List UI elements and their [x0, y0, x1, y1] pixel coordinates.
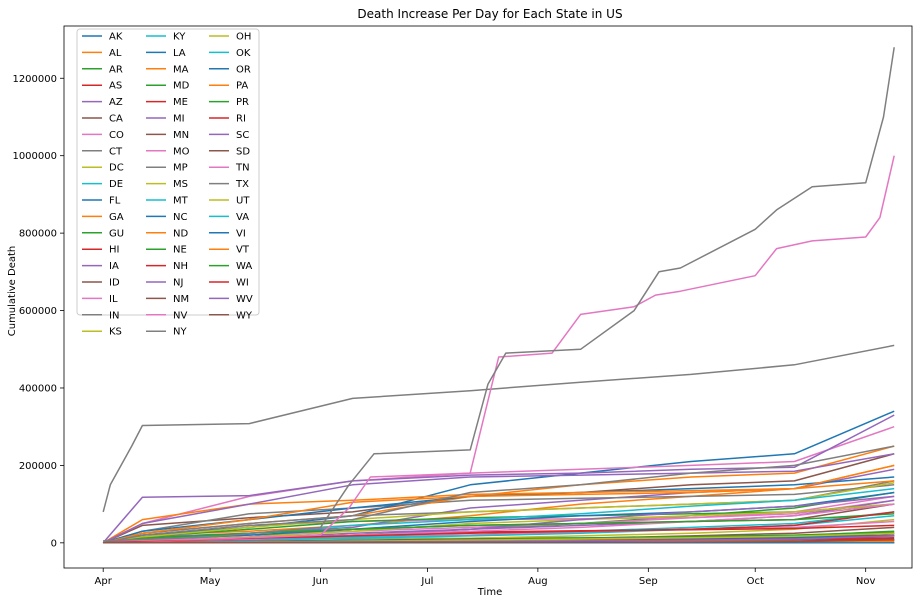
plot-lines: [102, 47, 895, 544]
legend-entry-pr: PR: [236, 97, 249, 108]
legend-entry-sd: SD: [236, 146, 250, 157]
series-line-wa: [103, 513, 895, 544]
legend-entry-ma: MA: [173, 64, 189, 75]
axes-frame: [63, 25, 913, 569]
legend-entry-vt: VT: [236, 245, 250, 256]
chart-title: Death Increase Per Day for Each State in…: [357, 7, 622, 21]
legend-entry-nc: NC: [173, 212, 187, 223]
legend-entry-ak: AK: [109, 32, 123, 43]
legend-entry-hi: HI: [109, 245, 119, 256]
legend-entry-de: DE: [109, 179, 123, 190]
legend-entry-ri: RI: [236, 114, 246, 125]
legend-entry-tn: TN: [235, 163, 250, 174]
plot-frame: [63, 25, 913, 569]
legend-entry-wy: WY: [236, 310, 253, 321]
legend-entry-mo: MO: [173, 146, 190, 157]
legend-entry-il: IL: [109, 294, 118, 305]
legend-entry-ky: KY: [173, 32, 186, 43]
legend-entry-ne: NE: [173, 245, 187, 256]
legend-entry-fl: FL: [109, 196, 121, 207]
legend: AK AL AR AS AZ CA CO CT DC DE FL GA GU HI IA ID IL IN KS KY…: [76, 28, 260, 338]
legend-entry-co: CO: [109, 130, 124, 141]
legend-entry-in: IN: [109, 310, 119, 321]
legend-entry-az: AZ: [109, 97, 123, 108]
legend-entry-nv: NV: [173, 310, 187, 321]
series-line-wy: [103, 538, 895, 544]
legend-entry-ia: IA: [109, 261, 119, 272]
x-tick-label: Jun: [312, 576, 329, 587]
legend-entry-ga: GA: [109, 212, 124, 223]
legend-entry-ca: CA: [109, 114, 123, 125]
legend-entry-ar: AR: [109, 64, 123, 75]
series-line-nj: [102, 453, 895, 544]
legend-entry-as: AS: [109, 81, 122, 92]
legend-entry-vi: VI: [236, 228, 246, 239]
legend-entry-ok: OK: [236, 48, 251, 59]
legend-entry-ks: KS: [109, 327, 122, 338]
legend-entry-ms: MS: [173, 179, 188, 190]
y-tick-label: 1000000: [12, 151, 57, 162]
legend-entry-or: OR: [236, 64, 251, 75]
legend-entry-wv: WV: [236, 294, 253, 305]
y-axis-ticks: 0 200000 400000 600000 800000 1000000 1200000: [12, 74, 64, 549]
legend-entry-md: MD: [173, 81, 190, 92]
legend-entry-gu: GU: [109, 228, 124, 239]
x-tick-label: May: [200, 576, 221, 587]
x-tick-label: Oct: [747, 576, 764, 587]
legend-entry-al: AL: [109, 48, 122, 59]
y-tick-label: 800000: [19, 229, 57, 240]
y-axis-label: Cumulative Death: [7, 246, 18, 337]
legend-entry-nm: NM: [173, 294, 189, 305]
legend-entry-sc: SC: [236, 130, 249, 141]
legend-entry-ut: UT: [236, 196, 250, 207]
y-tick-label: 1200000: [12, 74, 57, 85]
y-tick-label: 600000: [19, 306, 57, 317]
legend-entry-me: ME: [173, 97, 188, 108]
legend-entry-pa: PA: [236, 81, 248, 92]
legend-entry-id: ID: [109, 278, 120, 289]
legend-entry-la: LA: [173, 48, 186, 59]
legend-entry-nj: NJ: [173, 278, 183, 289]
legend-entry-wi: WI: [236, 278, 249, 289]
x-axis-label: Time: [477, 587, 502, 598]
x-tick-label: Apr: [95, 576, 113, 587]
series-line-zz1: [103, 155, 895, 542]
series-line-ny: [102, 344, 895, 513]
legend-entry-mi: MI: [173, 114, 185, 125]
y-tick-label: 400000: [19, 383, 57, 394]
legend-entry-va: VA: [236, 212, 249, 223]
x-tick-label: Aug: [528, 576, 548, 587]
legend-entry-ct: CT: [109, 146, 123, 157]
x-tick-label: Nov: [856, 576, 876, 587]
legend-entry-mn: MN: [173, 130, 189, 141]
y-tick-label: 0: [51, 538, 57, 549]
legend-entry-oh: OH: [236, 32, 251, 43]
x-tick-label: Jul: [420, 576, 433, 587]
legend-entry-nd: ND: [173, 228, 188, 239]
legend-entry-tx: TX: [235, 179, 249, 190]
x-tick-label: Sep: [639, 576, 658, 587]
legend-entry-mp: MP: [173, 163, 188, 174]
series-line-zz2: [103, 47, 895, 542]
legend-box: [76, 28, 260, 316]
legend-entry-wa: WA: [236, 261, 252, 272]
x-axis-ticks: Apr May Jun Jul Aug Sep Oct Nov: [95, 568, 876, 587]
legend-entry-dc: DC: [109, 163, 124, 174]
series-line-tx: [103, 445, 895, 544]
legend-entry-ny: NY: [173, 327, 187, 338]
series-line-pa: [103, 464, 895, 544]
series-line-ct: [102, 484, 895, 544]
y-tick-label: 200000: [19, 461, 57, 472]
legend-entry-nh: NH: [173, 261, 188, 272]
legend-entry-mt: MT: [173, 196, 189, 207]
